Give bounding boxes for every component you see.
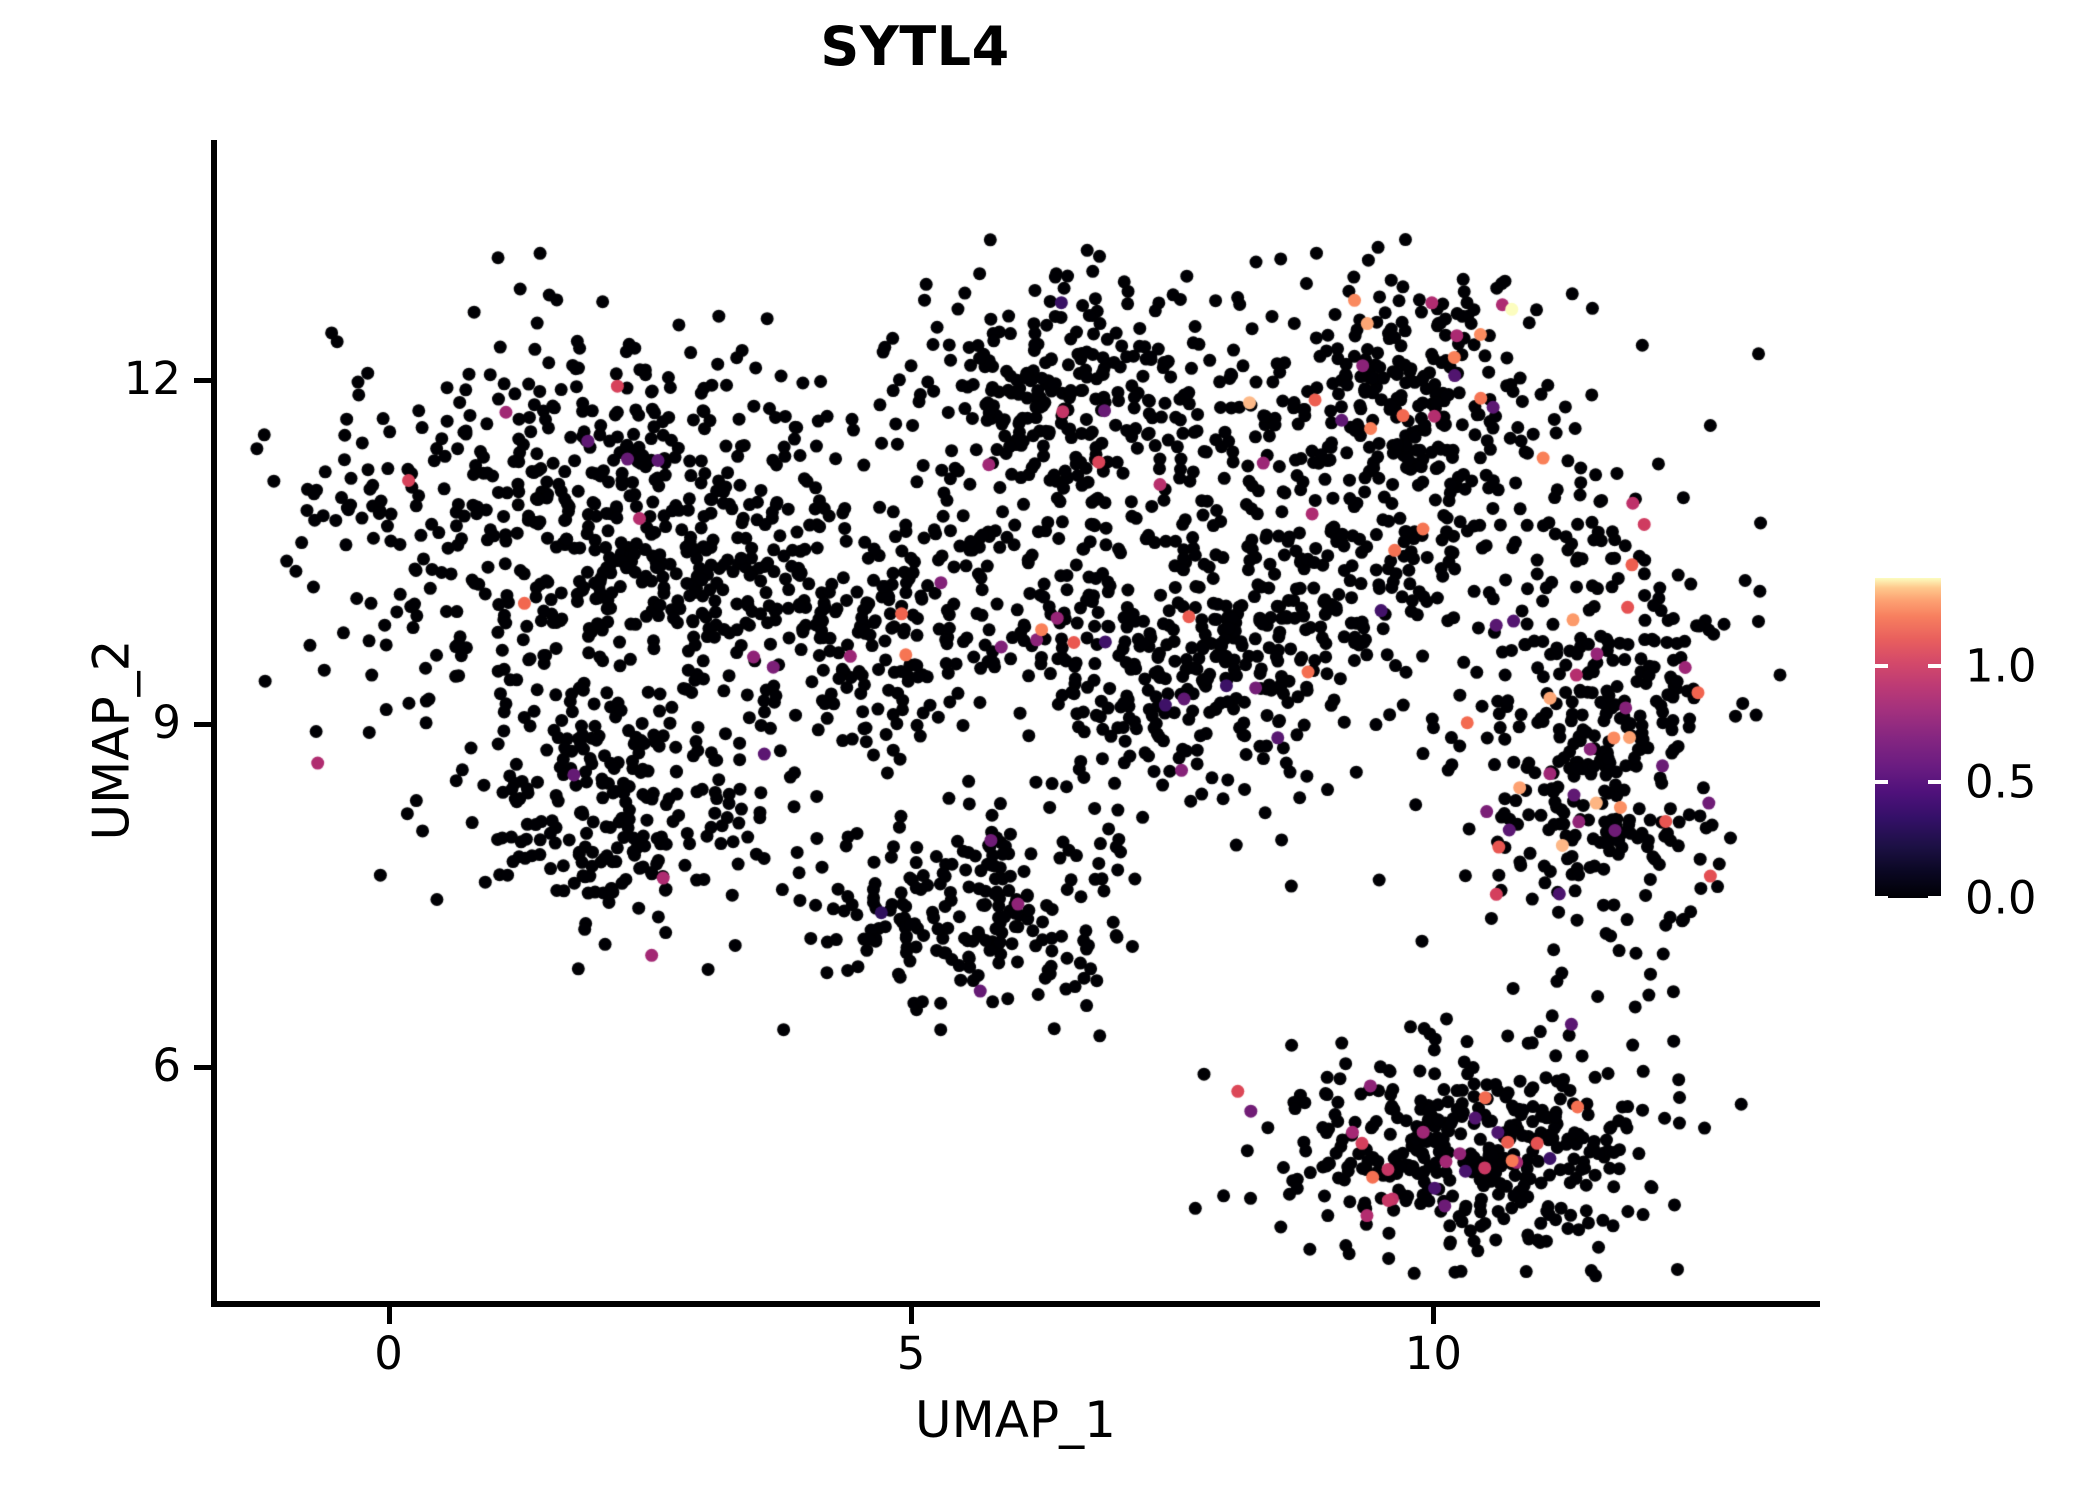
- colorbar-tick-mark: [1875, 896, 1888, 900]
- y-tick-mark: [194, 721, 211, 727]
- colorbar-tick-mark: [1875, 664, 1888, 669]
- colorbar-tick-label: 0.0: [1965, 871, 2037, 925]
- x-tick-mark: [1431, 1307, 1437, 1324]
- y-tick-mark: [194, 378, 211, 384]
- plot-axes: 6 9 12 0 5 10: [124, 140, 1820, 1376]
- x-tick-label: 0: [374, 1327, 403, 1380]
- colorbar-gradient: [1875, 578, 1941, 898]
- y-tick-label: 9: [152, 695, 181, 749]
- colorbar-tick-mark: [1928, 780, 1941, 785]
- y-axis-spine: [211, 140, 217, 1307]
- colorbar-tick-label: 1.0: [1965, 639, 2037, 693]
- colorbar-tick-mark: [1875, 780, 1888, 785]
- x-tick-label: 10: [1404, 1327, 1463, 1380]
- colorbar-tick-mark: [1928, 664, 1941, 669]
- colorbar-tick-label: 0.5: [1965, 755, 2037, 809]
- expression-colorbar[interactable]: [1875, 578, 1941, 900]
- y-tick-label: 6: [152, 1038, 181, 1092]
- x-axis-label: UMAP_1: [915, 1391, 1116, 1449]
- scatter-plot-area[interactable]: [211, 140, 1820, 1307]
- x-tick-label: 5: [896, 1327, 926, 1380]
- y-tick-mark: [194, 1064, 211, 1070]
- colorbar-tick-mark: [1928, 896, 1941, 900]
- page-title: SYTL4: [820, 15, 1010, 78]
- x-axis-spine: [211, 1301, 1820, 1307]
- x-tick-mark: [386, 1307, 392, 1324]
- x-tick-mark: [909, 1307, 915, 1324]
- y-tick-label: 12: [123, 352, 181, 406]
- y-axis-label: UMAP_2: [82, 639, 141, 841]
